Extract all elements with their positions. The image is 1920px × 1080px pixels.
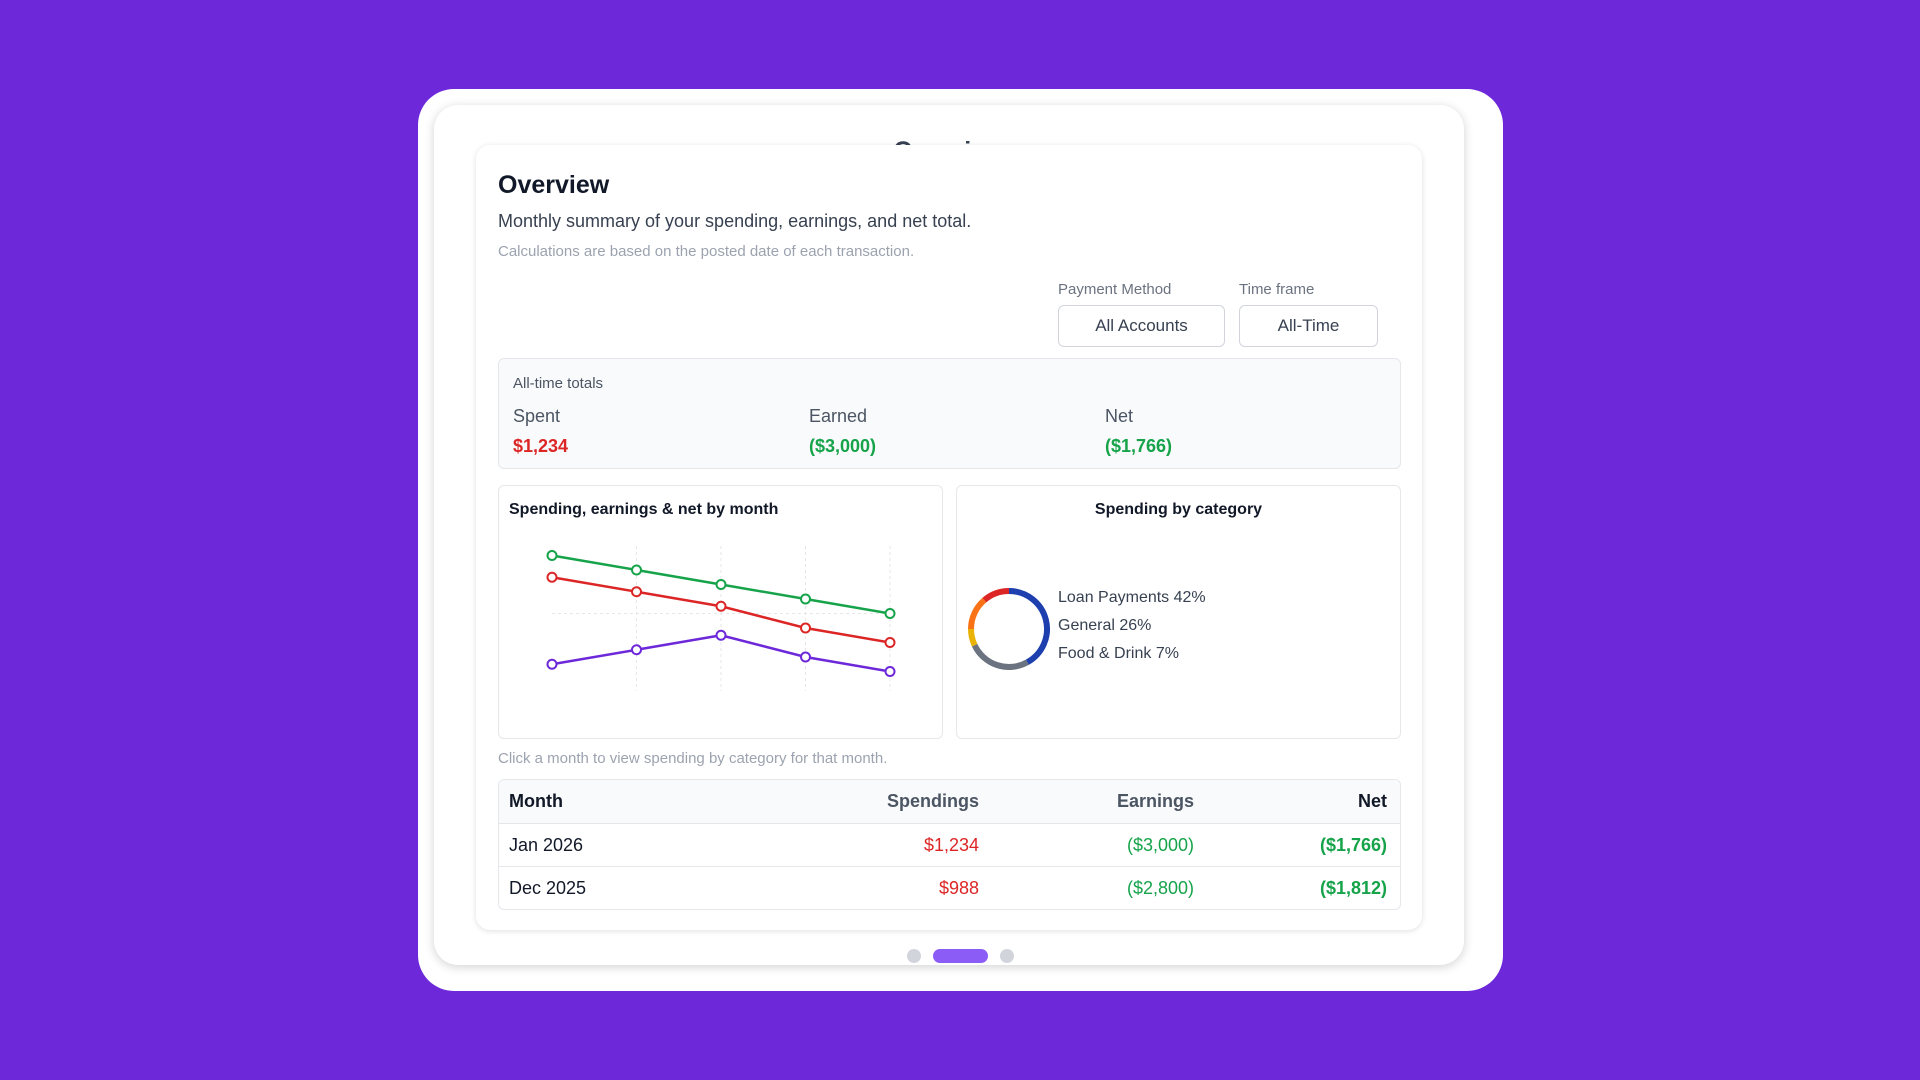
monthly-table: Month Spendings Earnings Net Jan 2026 $1… (498, 779, 1401, 910)
data-point[interactable] (715, 579, 727, 590)
table-header-row: Month Spendings Earnings Net (499, 780, 1400, 823)
data-point[interactable] (715, 629, 727, 641)
data-point[interactable] (546, 571, 558, 583)
total-spent: Spent $1,234 (513, 406, 568, 457)
total-earned: Earned ($3,000) (809, 406, 876, 457)
spent-label: Spent (513, 406, 561, 426)
header-net: Net (1357, 791, 1387, 811)
earned-value: ($3,000) (809, 436, 877, 456)
page-subtitle: Monthly summary of your spending, earnin… (498, 211, 972, 231)
data-point[interactable] (884, 608, 896, 619)
donut-slice (982, 588, 1010, 603)
data-point[interactable] (631, 644, 642, 656)
row-month: Dec 2025 (509, 877, 587, 898)
time-frame-filter: Time frame All-Time (1239, 281, 1378, 347)
net-value: ($1,766) (1105, 436, 1173, 456)
payment-method-select[interactable]: All Accounts (1058, 305, 1225, 347)
data-point[interactable] (884, 666, 896, 677)
legend-item-food-drink: Food & Drink 7% (1058, 645, 1179, 662)
header-month: Month (509, 791, 563, 811)
data-point[interactable] (715, 600, 727, 612)
row-month: Jan 2026 (509, 834, 584, 855)
time-frame-label: Time frame (1239, 281, 1315, 298)
data-point[interactable] (884, 637, 896, 648)
donut-slice (971, 643, 1029, 670)
legend-item-general: General 26% (1058, 617, 1152, 634)
pagination-dot[interactable] (907, 949, 921, 963)
donut-slice (968, 597, 987, 630)
calculation-note: Calculations are based on the posted dat… (498, 243, 915, 260)
row-spendings: $1,234 (923, 834, 979, 855)
donut-legend: Loan Payments 42% General 26% Food & Dri… (1058, 589, 1206, 673)
line-chart-title: Spending, earnings & net by month (509, 501, 779, 518)
donut-chart (968, 588, 1050, 670)
row-earnings: ($2,800) (1126, 877, 1194, 898)
data-point[interactable] (800, 593, 811, 605)
donut-slice (1008, 588, 1050, 665)
donut-slice (968, 628, 978, 647)
earned-label: Earned (809, 406, 868, 426)
header-spendings: Spendings (886, 791, 979, 811)
spent-value: $1,234 (513, 436, 569, 456)
row-net: ($1,812) (1319, 877, 1387, 898)
time-frame-select[interactable]: All-Time (1239, 305, 1378, 347)
net-label: Net (1105, 406, 1134, 426)
totals-title: All-time totals (513, 375, 604, 392)
total-net: Net ($1,766) (1105, 406, 1172, 457)
row-spendings: $988 (938, 877, 979, 898)
pagination-dot[interactable] (1000, 949, 1014, 963)
table-row[interactable]: Dec 2025 $988 ($2,800) ($1,812) (499, 866, 1400, 909)
payment-method-filter: Payment Method All Accounts (1058, 281, 1225, 347)
header-earnings: Earnings (1116, 791, 1194, 811)
overview-card: Overview Monthly summary of your spendin… (476, 145, 1422, 930)
overview-sheet: Overview Overview Monthly summary of you… (434, 105, 1464, 965)
donut-chart-panel: Spending by category Loan Payments 42% G… (956, 485, 1401, 739)
legend-item-loan-payments: Loan Payments 42% (1058, 589, 1206, 606)
line-chart-panel: Spending, earnings & net by month (498, 485, 943, 739)
data-point[interactable] (800, 622, 811, 634)
page-title: Overview (498, 171, 610, 199)
donut-chart-title: Spending by category (1094, 501, 1263, 518)
pagination-dot[interactable] (933, 949, 988, 963)
data-point[interactable] (546, 550, 558, 561)
all-time-totals: All-time totals Spent $1,234 Earned ($3,… (498, 358, 1401, 469)
data-point[interactable] (546, 658, 558, 670)
line-chart[interactable] (499, 486, 944, 740)
data-point[interactable] (631, 564, 642, 576)
pagination-dots (418, 949, 1503, 963)
data-point[interactable] (800, 651, 811, 663)
table-row[interactable]: Jan 2026 $1,234 ($3,000) ($1,766) (499, 823, 1400, 866)
app-frame: Overview Overview Monthly summary of you… (418, 89, 1503, 991)
row-earnings: ($3,000) (1126, 834, 1194, 855)
payment-method-label: Payment Method (1058, 281, 1172, 298)
row-net: ($1,766) (1319, 834, 1387, 855)
data-point[interactable] (631, 586, 642, 598)
table-hint: Click a month to view spending by catego… (498, 750, 888, 767)
